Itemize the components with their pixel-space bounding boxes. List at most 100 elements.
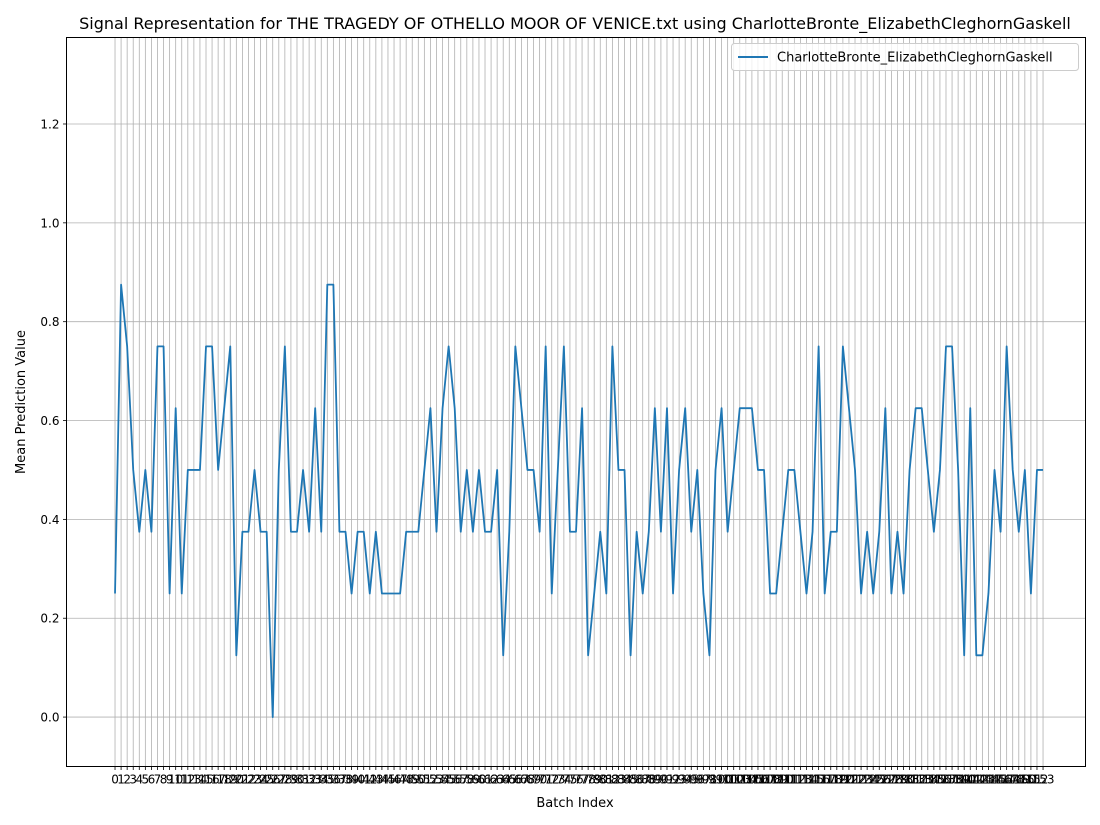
series-line	[114, 283, 1044, 718]
x-tick-label: 69	[526, 773, 541, 787]
x-tick-label: 98	[702, 773, 717, 787]
x-tick-label: 131	[898, 773, 921, 787]
x-tick-label: 62	[483, 773, 498, 787]
x-tick-label: 46	[386, 773, 401, 787]
x-tick-label: 123	[850, 773, 873, 787]
x-tick-label: 64	[496, 773, 511, 787]
x-tick-label: 40	[350, 773, 365, 787]
x-tick-label: 125	[862, 773, 885, 787]
x-tick-label: 48	[399, 773, 414, 787]
y-tick-label: 1.0	[40, 216, 59, 230]
x-tick-label: 82	[605, 773, 620, 787]
x-tick-label: 75	[562, 773, 577, 787]
y-tick-label: 0.0	[40, 711, 59, 725]
x-tick-label: 43	[368, 773, 383, 787]
x-tick-label: 63	[490, 773, 505, 787]
x-tick-label: 38	[338, 773, 353, 787]
x-tick-label: 32	[301, 773, 316, 787]
x-tick-label: 60	[471, 773, 486, 787]
x-tick-label: 90	[653, 773, 668, 787]
y-tick-label: 0.6	[40, 414, 59, 428]
x-tick-label: 148	[1001, 773, 1024, 787]
x-tick-label: 39	[344, 773, 359, 787]
x-tick-label: 152	[1026, 773, 1049, 787]
x-tick-label: 50	[411, 773, 426, 787]
x-tick-label: 130	[892, 773, 915, 787]
x-tick-label: 5	[142, 773, 150, 787]
legend: CharlotteBronte_ElizabethCleghornGaskell	[731, 43, 1079, 71]
x-tick-label: 77	[574, 773, 589, 787]
x-tick-label: 132	[904, 773, 927, 787]
x-tick-label: 116	[807, 773, 830, 787]
x-tick-label: 111	[777, 773, 800, 787]
x-tick-label: 146	[989, 773, 1012, 787]
x-tick-label: 93	[671, 773, 686, 787]
x-tick-label: 67	[514, 773, 529, 787]
x-tick-label: 76	[568, 773, 583, 787]
x-tick-label: 95	[684, 773, 699, 787]
x-tick-label: 31	[295, 773, 310, 787]
x-tick-label: 57	[453, 773, 468, 787]
x-tick-label: 27	[271, 773, 286, 787]
x-tick-label: 22	[241, 773, 256, 787]
x-tick-label: 108	[759, 773, 782, 787]
x-tick-label: 91	[659, 773, 674, 787]
x-tick-label: 124	[856, 773, 879, 787]
x-tick-label: 88	[641, 773, 656, 787]
x-tick-label: 2	[123, 773, 131, 787]
x-tick-label: 151	[1019, 773, 1042, 787]
x-tick-label: 54	[435, 773, 450, 787]
x-tick-label: 45	[380, 773, 395, 787]
x-tick-label: 127	[874, 773, 897, 787]
x-tick-label: 19	[223, 773, 238, 787]
x-tick-label: 16	[204, 773, 219, 787]
x-tick-label: 96	[690, 773, 705, 787]
x-tick-label: 47	[392, 773, 407, 787]
x-tick-label: 121	[837, 773, 860, 787]
x-tick-label: 81	[599, 773, 614, 787]
x-tick-label: 6	[148, 773, 156, 787]
x-tick-label: 114	[795, 773, 818, 787]
x-tick-label: 145	[983, 773, 1006, 787]
x-tick-label: 99	[708, 773, 723, 787]
x-tick-label: 29	[283, 773, 298, 787]
x-tick-label: 113	[789, 773, 812, 787]
x-tick-label: 89	[647, 773, 662, 787]
x-tick-label: 53	[429, 773, 444, 787]
x-tick-label: 118	[819, 773, 842, 787]
x-tick-label: 128	[880, 773, 903, 787]
x-tick-label: 74	[556, 773, 571, 787]
x-tick-label: 104	[734, 773, 757, 787]
x-tick-label: 55	[441, 773, 456, 787]
x-tick-label: 144	[977, 773, 1000, 787]
x-tick-label: 26	[265, 773, 280, 787]
x-tick-label: 58	[459, 773, 474, 787]
x-tick-label: 150	[1013, 773, 1036, 787]
x-tick-label: 117	[813, 773, 836, 787]
x-tick-label: 9	[166, 773, 174, 787]
chart-title: Signal Representation for THE TRAGEDY OF…	[79, 14, 1071, 34]
y-tick-label: 0.4	[40, 513, 59, 527]
x-tick-label: 142	[965, 773, 988, 787]
x-tick-label: 86	[629, 773, 644, 787]
x-tick-label: 21	[235, 773, 250, 787]
x-tick-label: 10	[168, 773, 183, 787]
y-tick-label: 1.2	[40, 117, 59, 131]
x-tick-label: 119	[825, 773, 848, 787]
x-tick-label: 135	[922, 773, 945, 787]
x-tick-label: 97	[696, 773, 711, 787]
x-tick-label: 112	[783, 773, 806, 787]
x-tick-label: 134	[916, 773, 939, 787]
x-tick-label: 100	[710, 773, 733, 787]
x-tick-label: 12	[180, 773, 195, 787]
x-tick-label: 65	[502, 773, 517, 787]
x-tick-label: 106	[747, 773, 770, 787]
x-tick-label: 8	[160, 773, 168, 787]
x-tick-label: 105	[740, 773, 763, 787]
x-tick-label: 37	[332, 773, 347, 787]
x-tick-label: 149	[1007, 773, 1030, 787]
y-tick-label: 0.2	[40, 612, 59, 626]
y-axis-ticks: 0.0 0.2 0.4 0.6 0.8 1.0 1.2	[40, 117, 67, 725]
x-tick-label: 23	[247, 773, 262, 787]
